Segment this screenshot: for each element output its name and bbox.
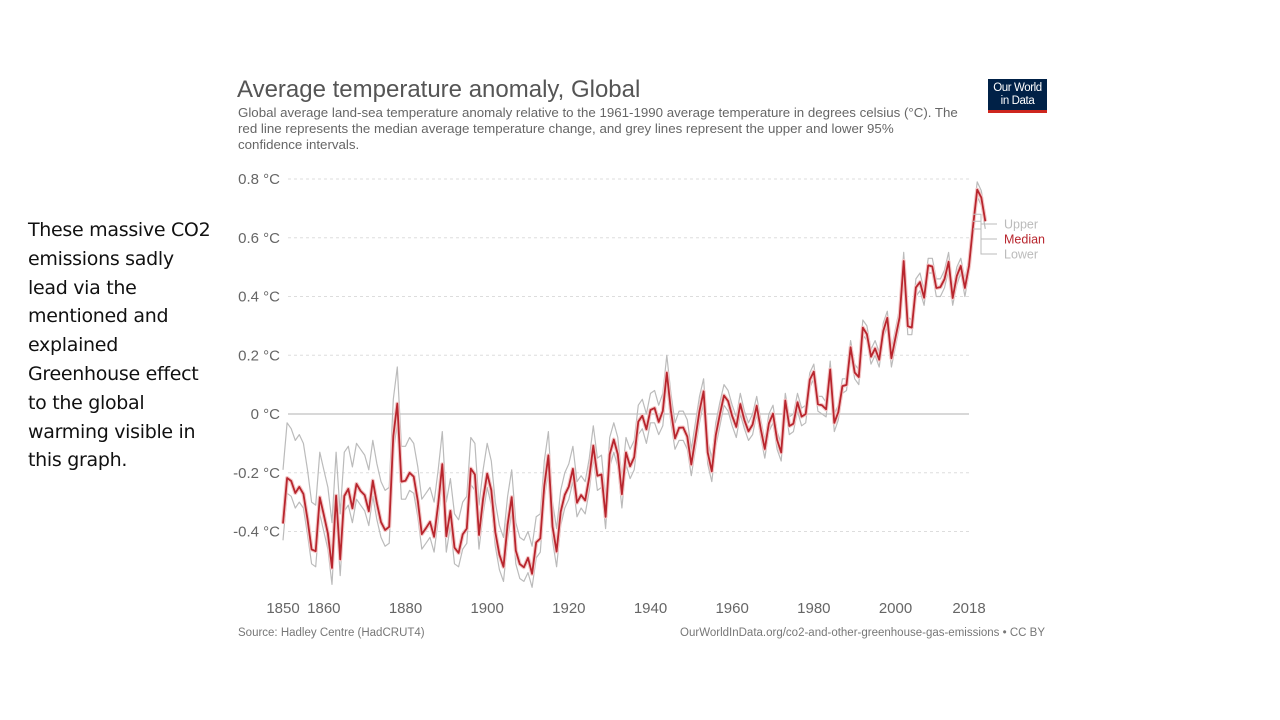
y-axis-ticks: 0.8 °C 0.6 °C 0.4 °C 0.2 °C 0 °C -0.2 °C -0.4 …: [233, 171, 280, 541]
legend-label-lower: Lower: [1004, 248, 1038, 262]
x-tick-label: 1920: [552, 600, 585, 617]
x-tick-label: 1940: [634, 600, 667, 617]
x-tick-label: 1880: [389, 600, 422, 617]
y-tick-label: -0.4 °C: [233, 524, 280, 541]
legend-connector: [973, 228, 997, 255]
our-world-in-data-logo: Our World in Data: [988, 79, 1047, 113]
x-tick-label: 1850: [266, 600, 299, 617]
slide-body-text: These massive CO2 emissions sadly lead v…: [28, 219, 211, 472]
x-tick-label: 1960: [715, 600, 748, 617]
x-axis-ticks: 1850 1860 1880 1900 1920 1940 1960 1980 2000 2018: [266, 600, 985, 617]
legend-connector: [973, 213, 997, 225]
legend-label-upper: Upper: [1004, 218, 1038, 232]
gridlines: [288, 178, 969, 532]
source-note: Source: Hadley Centre (HadCRUT4): [238, 627, 425, 639]
x-tick-label: 1980: [797, 600, 830, 617]
x-tick-label: 1900: [470, 600, 503, 617]
x-tick-label: 2000: [879, 600, 912, 617]
y-tick-label: 0.4 °C: [238, 289, 280, 306]
chart-title: Average temperature anomaly, Global: [237, 76, 641, 103]
source-url: OurWorldInData.org/co2-and-other-greenho…: [680, 627, 1045, 639]
x-tick-label: 2018: [952, 600, 985, 617]
y-tick-label: 0.8 °C: [238, 171, 280, 188]
logo-line-2: in Data: [1000, 95, 1035, 107]
y-tick-label: 0.6 °C: [238, 230, 280, 247]
y-tick-label: 0.2 °C: [238, 347, 280, 364]
legend-label-median: Median: [1004, 233, 1045, 247]
x-tick-label: 1860: [307, 600, 340, 617]
series-lines: [281, 181, 988, 588]
y-tick-label: 0 °C: [251, 406, 281, 423]
y-tick-label: -0.2 °C: [233, 465, 280, 482]
series-line-median: [282, 188, 987, 575]
chart-subtitle: Global average land-sea temperature anom…: [238, 105, 958, 152]
logo-line-1: Our World: [993, 82, 1042, 94]
median-line-halo: [281, 187, 988, 576]
